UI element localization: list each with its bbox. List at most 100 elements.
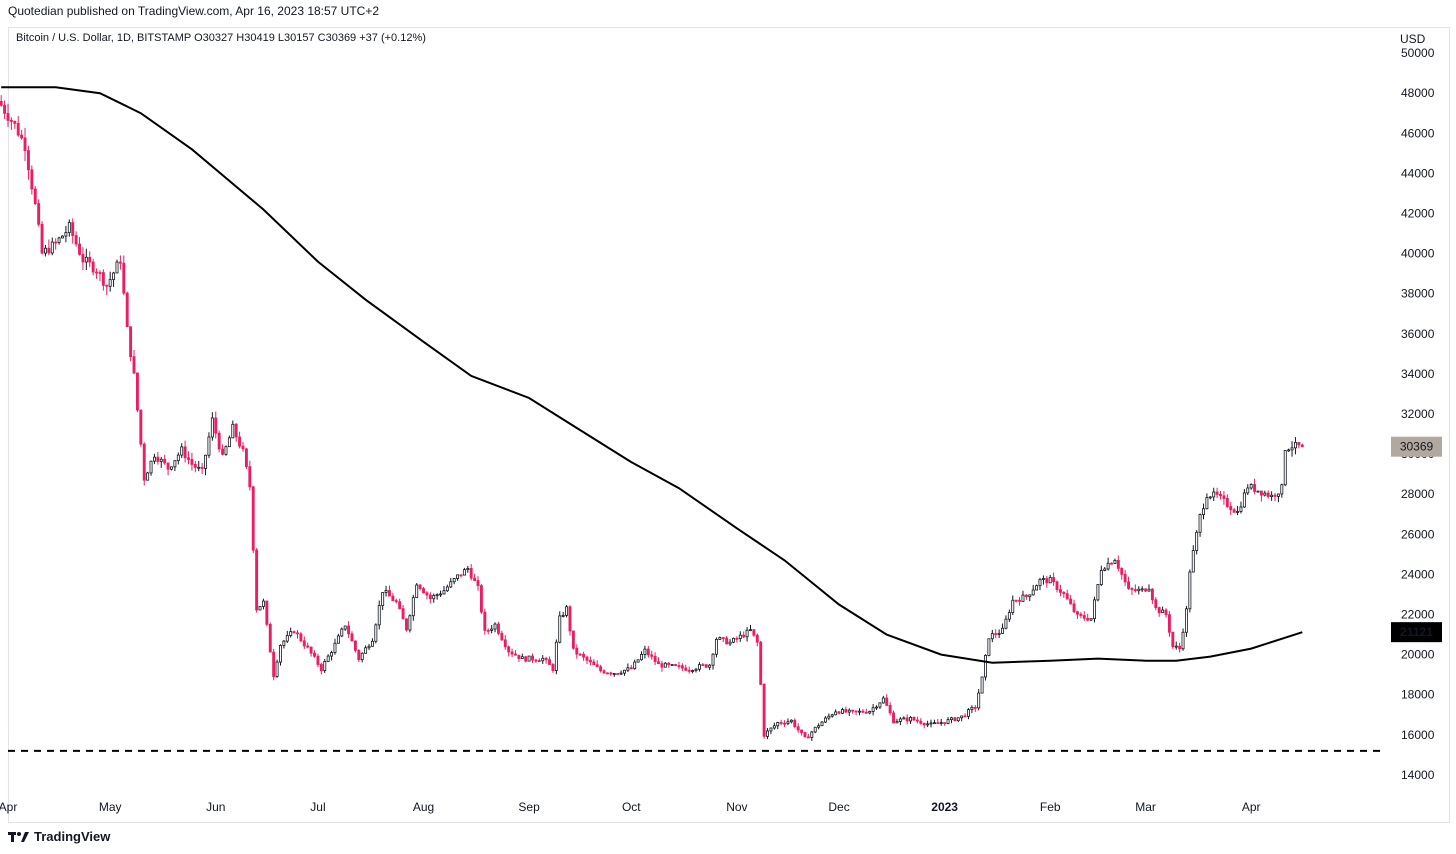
candle-body bbox=[1025, 595, 1027, 597]
candle-body bbox=[177, 455, 179, 461]
candle-body bbox=[548, 660, 550, 665]
candle-body bbox=[1090, 619, 1092, 620]
candle-body bbox=[467, 568, 469, 569]
candle-body bbox=[654, 656, 656, 661]
y-tick-label: 46000 bbox=[1401, 126, 1435, 140]
candle-body bbox=[511, 652, 513, 654]
candle-body bbox=[801, 730, 803, 733]
candle-body bbox=[998, 633, 1000, 634]
candle-body bbox=[552, 664, 554, 670]
candle-body bbox=[869, 711, 871, 713]
y-tick-label: 48000 bbox=[1401, 86, 1435, 100]
candle-body bbox=[1274, 495, 1276, 496]
candle-body bbox=[947, 720, 949, 724]
candle-body bbox=[371, 641, 373, 646]
candle-body bbox=[1247, 488, 1249, 493]
candle-body bbox=[133, 357, 135, 373]
candle-body bbox=[358, 650, 360, 659]
candle-body bbox=[923, 723, 925, 725]
candle-body bbox=[603, 671, 605, 673]
price-axis[interactable]: 14000 16000 18000 20000 22000 24000 26000 28000… bbox=[1401, 46, 1435, 782]
candle-body bbox=[1053, 577, 1055, 581]
candle-body bbox=[518, 655, 520, 658]
candle-body bbox=[657, 662, 659, 664]
candle-body bbox=[1145, 589, 1147, 591]
candle-body bbox=[777, 723, 779, 726]
y-tick-label: 14000 bbox=[1401, 768, 1435, 782]
candle-body bbox=[1206, 498, 1208, 509]
candle-body bbox=[1216, 492, 1218, 494]
candle-body bbox=[797, 727, 799, 730]
candle-body bbox=[600, 667, 602, 671]
candle-body bbox=[1134, 590, 1136, 591]
candle-body bbox=[1192, 551, 1194, 572]
candle-body bbox=[770, 728, 772, 731]
footer-brand[interactable]: TradingView bbox=[8, 829, 110, 844]
candle-body bbox=[1168, 615, 1170, 633]
candle-body bbox=[1046, 579, 1048, 583]
candle-body bbox=[647, 649, 649, 655]
candle-body bbox=[783, 723, 785, 724]
candle-body bbox=[773, 726, 775, 728]
candle-body bbox=[661, 664, 663, 668]
candle-body bbox=[1254, 484, 1256, 491]
candle-body bbox=[269, 624, 271, 652]
candle-body bbox=[1267, 493, 1269, 496]
candle-body bbox=[879, 703, 881, 707]
candle-body bbox=[766, 731, 768, 736]
candle-body bbox=[143, 444, 145, 480]
candle-body bbox=[739, 635, 741, 638]
candle-body bbox=[7, 113, 9, 120]
candle-body bbox=[1277, 494, 1279, 496]
candle-body bbox=[814, 727, 816, 732]
y-tick-label: 44000 bbox=[1401, 166, 1435, 180]
candle-body bbox=[1104, 569, 1106, 570]
candle-body bbox=[147, 473, 149, 480]
candle-body bbox=[68, 223, 70, 233]
candle-body bbox=[436, 595, 438, 596]
candle-body bbox=[613, 673, 615, 674]
candle-body bbox=[620, 673, 622, 674]
candle-body bbox=[671, 665, 673, 666]
candle-body bbox=[92, 262, 94, 272]
candle-body bbox=[1121, 568, 1123, 574]
candle-body bbox=[487, 630, 489, 631]
candle-body bbox=[307, 646, 309, 647]
candle-body bbox=[899, 719, 901, 721]
x-tick-label: Jul bbox=[310, 800, 325, 814]
candle-body bbox=[184, 447, 186, 458]
moving-average-layer bbox=[1, 87, 1302, 663]
candle-body bbox=[1131, 588, 1133, 589]
candle-body bbox=[416, 585, 418, 598]
candle-body bbox=[187, 458, 189, 460]
candle-body bbox=[872, 708, 874, 712]
candle-body bbox=[675, 665, 677, 666]
candle-body bbox=[365, 648, 367, 654]
candle-body bbox=[75, 236, 77, 244]
candle-body bbox=[324, 661, 326, 670]
candle-body bbox=[290, 632, 292, 636]
candle-body bbox=[780, 723, 782, 724]
candle-body bbox=[245, 449, 247, 467]
x-tick-label: Apr bbox=[0, 800, 17, 814]
candle-body bbox=[930, 723, 932, 724]
candle-body bbox=[804, 733, 806, 737]
candle-body bbox=[450, 582, 452, 587]
candle-body bbox=[845, 710, 847, 713]
candle-body bbox=[848, 710, 850, 712]
candle-body bbox=[1107, 563, 1109, 569]
time-axis[interactable]: Apr May Jun Jul Aug Sep Oct Nov Dec 2023 Feb Mar Apr bbox=[0, 800, 1261, 814]
candle-body bbox=[579, 654, 581, 655]
candle-body bbox=[344, 626, 346, 629]
candle-body bbox=[494, 624, 496, 629]
candle-body bbox=[48, 248, 50, 253]
candle-body bbox=[41, 224, 43, 253]
candle-body bbox=[957, 718, 959, 721]
candle-body bbox=[439, 594, 441, 595]
candle-body bbox=[99, 273, 101, 274]
candle-body bbox=[835, 712, 837, 715]
candle-body bbox=[964, 716, 966, 717]
y-tick-label: 26000 bbox=[1401, 527, 1435, 541]
y-tick-label: 22000 bbox=[1401, 608, 1435, 622]
price-chart[interactable]: 1400016000180002000022000240002600028000… bbox=[0, 0, 1456, 854]
